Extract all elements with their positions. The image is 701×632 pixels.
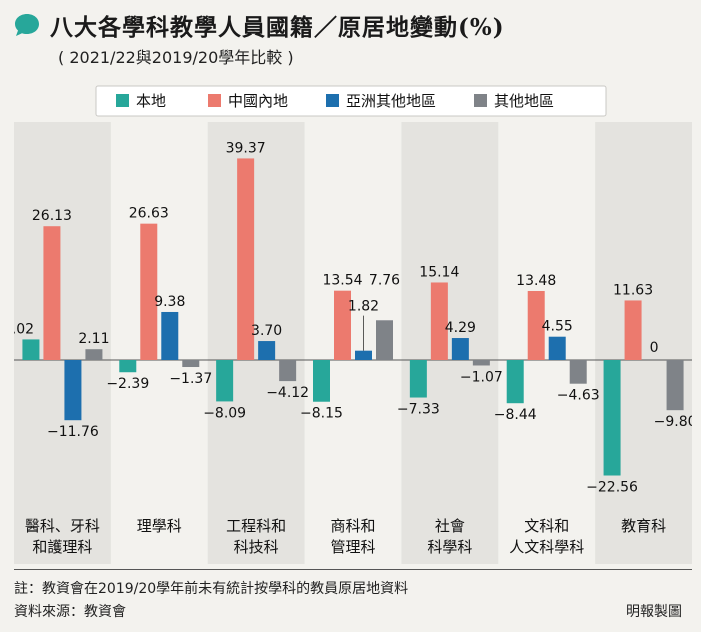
data-label: 4.55	[542, 319, 573, 335]
legend-label: 亞洲其他地區	[346, 92, 436, 110]
bar-1	[313, 360, 330, 402]
category-label: 社會	[435, 517, 465, 535]
category-label: 和護理科	[32, 538, 92, 556]
bar-3	[258, 341, 276, 360]
bar-3	[355, 350, 372, 360]
legend-swatch	[326, 94, 339, 107]
data-label: 26.13	[32, 208, 72, 224]
bar-4	[182, 360, 200, 368]
bar-1	[506, 360, 524, 404]
category-band	[401, 122, 499, 564]
data-label: 3.70	[251, 323, 282, 339]
data-label: 15.14	[419, 264, 459, 280]
category-label: 科學科	[427, 538, 472, 556]
category-label: 工程科和	[226, 517, 286, 535]
title-row: 八大各學科教學人員國籍／原居地變動(%)	[14, 8, 505, 42]
credit-text: 明報製圖	[626, 604, 682, 620]
bar-2	[334, 290, 351, 360]
bar-4	[569, 360, 587, 384]
category-label: 教育科	[621, 517, 666, 535]
bar-1	[22, 339, 40, 360]
category-label: 人文科學科	[509, 538, 584, 556]
speech-bubble-icon	[15, 14, 39, 36]
data-label: 4.02	[14, 321, 34, 337]
bar-2	[527, 290, 545, 360]
source-text: 資料來源：教資會	[14, 604, 126, 620]
data-label: 2.11	[78, 331, 109, 347]
data-label: −8.44	[494, 407, 537, 423]
data-label: −4.12	[266, 385, 309, 401]
data-label: 4.29	[445, 320, 476, 336]
bar-2	[624, 300, 642, 360]
data-label: 39.37	[226, 140, 266, 156]
data-label: −1.07	[460, 369, 503, 385]
data-label: −7.33	[397, 402, 440, 418]
data-label: −2.39	[106, 376, 149, 392]
bar-2	[237, 158, 255, 360]
bar-4	[666, 360, 684, 411]
data-label: −4.63	[557, 388, 600, 404]
page-title: 八大各學科教學人員國籍／原居地變動(%)	[50, 14, 505, 41]
footer-divider	[14, 569, 692, 570]
chart-area: 本地 中國內地 亞洲其他地區 其他地區 4.02 26.13 −11.76 2.11 醫科、牙科…	[3, 74, 697, 566]
category-label: 文科和	[524, 517, 569, 535]
bar-2	[43, 226, 61, 360]
bar-4	[85, 349, 103, 360]
bar-3	[451, 338, 469, 360]
category-band	[595, 122, 692, 564]
bar-1	[216, 360, 234, 402]
data-label: −9.80	[654, 414, 692, 430]
bar-3	[161, 311, 179, 360]
bar-1	[119, 360, 137, 373]
bar-2	[430, 282, 448, 360]
data-label: −11.76	[47, 424, 99, 440]
data-label: −8.15	[300, 406, 343, 422]
page-subtitle: ( 2021/22與2019/20學年比較 )	[58, 48, 294, 67]
bar-chart: 本地 中國內地 亞洲其他地區 其他地區 4.02 26.13 −11.76 2.11 醫科、牙科…	[3, 85, 697, 564]
data-label: −8.09	[203, 405, 246, 421]
legend-swatch	[208, 94, 221, 107]
data-label: 26.63	[129, 206, 169, 222]
legend-box	[95, 85, 607, 117]
bar-4	[279, 360, 297, 382]
category-label: 商科和	[330, 517, 375, 535]
bar-1	[409, 360, 427, 398]
legend-label: 中國內地	[228, 92, 288, 110]
legend-swatch	[116, 94, 129, 107]
data-label: 13.54	[322, 273, 362, 289]
data-label: −1.37	[169, 371, 212, 387]
bar-4	[472, 360, 490, 366]
category-label: 理學科	[137, 517, 182, 535]
bar-2	[140, 223, 158, 360]
bar-3	[548, 336, 566, 360]
category-label: 管理科	[330, 538, 375, 556]
bar-1	[603, 360, 621, 476]
data-label: 1.82	[348, 299, 379, 315]
legend-label: 其他地區	[494, 92, 554, 110]
data-label: 13.48	[516, 273, 556, 289]
category-label: 科技科	[234, 538, 279, 556]
data-label: 9.38	[154, 294, 185, 310]
legend-label: 本地	[136, 92, 166, 110]
bar-4	[376, 320, 393, 360]
bar-3	[64, 360, 82, 421]
data-label: 0	[650, 340, 659, 356]
footnote: 註：教資會在2019/20學年前未有統計按學科的教員原居地資料	[14, 581, 409, 597]
category-band	[207, 122, 305, 564]
data-label: −22.56	[586, 480, 638, 496]
category-label: 醫科、牙科	[25, 517, 100, 535]
data-label: 11.63	[613, 282, 653, 298]
data-label: 7.76	[369, 272, 400, 288]
legend-swatch	[474, 94, 487, 107]
